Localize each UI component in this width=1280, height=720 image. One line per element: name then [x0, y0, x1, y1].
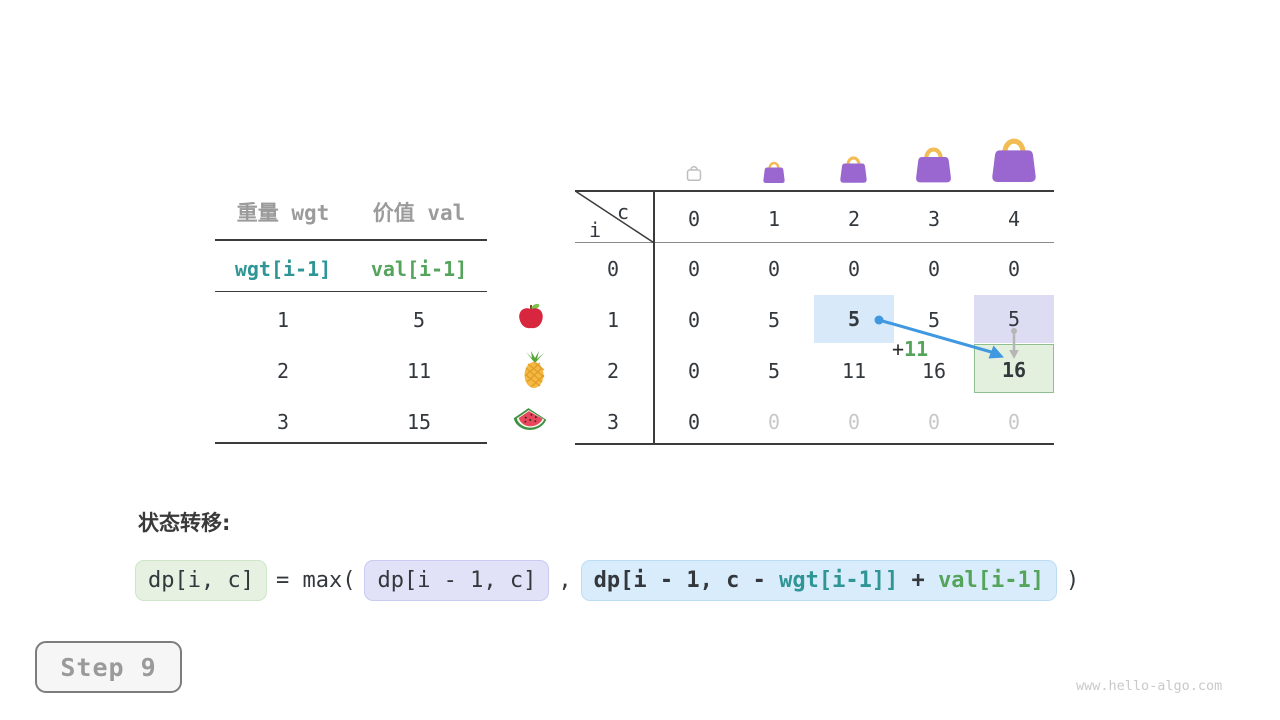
dp-cell-pending: 0: [847, 410, 861, 434]
item-value: 11: [406, 359, 432, 383]
step-badge: Step 9: [35, 641, 182, 693]
dp-col-header: 3: [927, 207, 941, 231]
dp-cell-source: 5: [847, 307, 861, 331]
dp-cell-pending: 0: [1007, 410, 1021, 434]
item-table-header-value: 价值 val: [372, 201, 466, 225]
formula-eq: = max(: [275, 568, 356, 593]
formula-lhs: dp[i, c]: [135, 560, 267, 601]
formula-take-prefix: dp[i - 1, c -: [593, 568, 780, 593]
formula-option-take: dp[i - 1, c - wgt[i-1]] + val[i-1]: [580, 560, 1058, 601]
formula-comma: ,: [558, 568, 572, 593]
dp-cell-pending: 0: [927, 410, 941, 434]
formula-take-wgt: wgt[i-1]]: [779, 568, 899, 593]
bag-size-3-icon: [913, 143, 954, 184]
dp-cell: 0: [927, 257, 941, 281]
item-value: 5: [412, 308, 426, 332]
added-value: 11: [904, 337, 929, 361]
formula-close-paren: ): [1066, 568, 1080, 593]
item-weight: 1: [276, 308, 290, 332]
dp-cell-pending: 0: [767, 410, 781, 434]
bag-empty-icon: [686, 165, 702, 181]
dp-cell: 0: [767, 257, 781, 281]
dp-row-header: 3: [606, 410, 620, 434]
bag-size-4-icon: [989, 133, 1039, 184]
dp-table-rule-vertical: [653, 190, 655, 445]
dp-col-header: 4: [1007, 207, 1021, 231]
dp-cell: 16: [921, 359, 947, 383]
dp-cell: 0: [847, 257, 861, 281]
state-transition-label: 状态转移:: [138, 511, 231, 535]
dp-cell-current: 16: [1001, 358, 1027, 382]
dp-cell: 11: [841, 359, 867, 383]
dp-corner-row-var: i: [589, 218, 602, 242]
item-weight: 3: [276, 410, 290, 434]
item-table-rule-top: [215, 239, 487, 241]
item-table-rule-bottom: [215, 442, 487, 444]
dp-cell: 5: [767, 308, 781, 332]
bag-size-2-icon: [838, 156, 869, 184]
item-table-header-weight: 重量 wgt: [236, 201, 330, 225]
formula-take-plus: +: [898, 568, 939, 593]
dp-table-rule-header: [575, 242, 1054, 243]
dp-col-header: 1: [767, 207, 781, 231]
dp-cell: 0: [687, 410, 701, 434]
state-transition-formula: dp[i, c] = max( dp[i - 1, c] , dp[i - 1,…: [135, 560, 1079, 601]
item-table-wgt-formula: wgt[i-1]: [234, 257, 332, 281]
dp-row-header: 0: [606, 257, 620, 281]
pineapple-icon: [524, 351, 545, 388]
dp-col-header: 0: [687, 207, 701, 231]
dp-cell-above: 5: [1007, 307, 1021, 331]
item-weight: 2: [276, 359, 290, 383]
dp-corner-col-var: c: [617, 200, 630, 224]
corner-diagonal-line: [575, 190, 654, 244]
bag-size-1-icon: [762, 161, 786, 184]
formula-option-keep: dp[i - 1, c]: [364, 560, 550, 601]
watermark: www.hello-algo.com: [1076, 678, 1223, 694]
dp-cell: 0: [687, 359, 701, 383]
dp-row-header: 1: [606, 308, 620, 332]
formula-take-val: val[i-1]: [938, 568, 1045, 593]
dp-table-rule-bottom: [575, 443, 1054, 445]
dp-cell: 0: [1007, 257, 1021, 281]
plus-sign: +: [892, 337, 905, 361]
dp-cell: 5: [767, 359, 781, 383]
item-table-val-formula: val[i-1]: [370, 257, 468, 281]
dp-row-header: 2: [606, 359, 620, 383]
add-value-annotation: + 11: [892, 337, 928, 361]
item-value: 15: [406, 410, 432, 434]
dp-col-header: 2: [847, 207, 861, 231]
dp-cell: 0: [687, 308, 701, 332]
apple-icon: [519, 303, 543, 329]
item-table-rule-mid: [215, 291, 487, 293]
watermelon-icon: [513, 408, 547, 430]
dp-table-rule-top: [575, 190, 1054, 192]
dp-cell: 0: [687, 257, 701, 281]
